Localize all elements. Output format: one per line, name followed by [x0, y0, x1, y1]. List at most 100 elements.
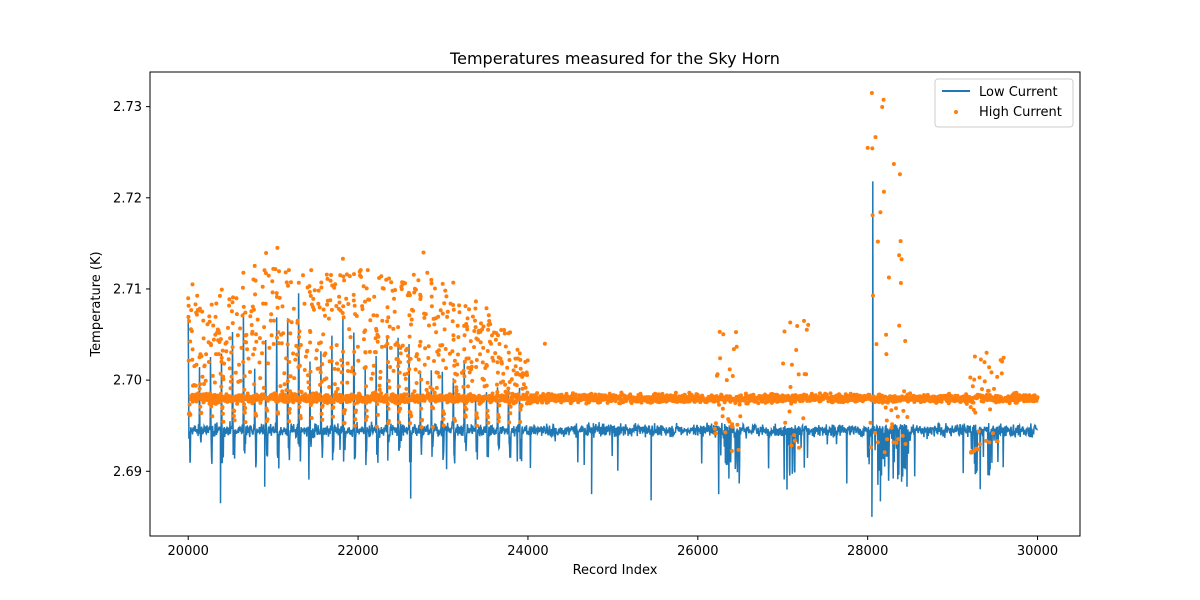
high-current-point	[444, 366, 448, 371]
legend-label-high-current: High Current	[979, 105, 1062, 120]
high-current-point	[406, 359, 411, 364]
high-current-point	[496, 333, 500, 338]
high-current-point	[242, 387, 247, 392]
high-current-point	[972, 354, 977, 359]
high-current-point	[502, 331, 507, 336]
high-current-point	[266, 361, 270, 366]
high-current-point	[518, 357, 523, 362]
high-current-point	[327, 385, 332, 389]
high-current-point	[254, 413, 259, 418]
high-current-point	[308, 293, 313, 298]
high-current-point	[977, 375, 982, 380]
high-current-point	[461, 384, 466, 389]
high-current-point	[298, 343, 303, 347]
high-current-point	[263, 301, 268, 306]
high-current-point	[319, 379, 324, 384]
high-current-point	[364, 384, 368, 389]
high-current-point	[723, 430, 728, 435]
high-current-point	[218, 391, 223, 396]
high-current-point	[232, 409, 237, 413]
high-current-point	[228, 386, 233, 391]
high-current-point	[713, 431, 718, 436]
high-current-point	[276, 330, 281, 335]
high-current-point	[673, 393, 678, 398]
high-current-point	[186, 358, 191, 363]
high-current-point	[252, 382, 257, 387]
high-current-point	[319, 285, 324, 290]
high-current-point	[870, 146, 875, 151]
high-current-point	[186, 303, 191, 308]
high-current-point	[321, 332, 326, 337]
high-current-point	[311, 296, 316, 301]
high-current-point	[450, 349, 455, 354]
high-current-point	[440, 343, 445, 348]
high-current-point	[287, 410, 292, 415]
high-current-point	[498, 356, 503, 361]
high-current-point	[333, 282, 338, 287]
high-current-point	[905, 415, 910, 419]
high-current-point	[387, 276, 391, 281]
high-current-point	[442, 301, 447, 306]
high-current-point	[461, 368, 466, 373]
high-current-point	[377, 387, 382, 392]
high-current-point	[873, 430, 878, 435]
high-current-point	[730, 374, 735, 378]
high-current-point	[484, 306, 489, 311]
high-current-point	[724, 378, 729, 383]
high-current-point	[720, 414, 725, 419]
high-current-point	[283, 270, 288, 275]
high-current-point	[332, 382, 337, 387]
high-current-point	[518, 420, 523, 424]
high-current-point	[307, 393, 312, 398]
high-current-point	[502, 328, 507, 332]
high-current-point	[261, 385, 266, 390]
high-current-point	[422, 315, 427, 320]
high-current-point	[379, 274, 384, 279]
high-current-point	[345, 380, 350, 385]
legend-swatch-high-current	[954, 110, 958, 114]
high-current-point	[461, 398, 466, 403]
high-current-point	[291, 351, 296, 356]
high-current-point	[412, 389, 417, 394]
series-high-current-points	[186, 91, 1040, 455]
high-current-point	[265, 408, 270, 413]
high-current-point	[258, 376, 263, 381]
high-current-point	[287, 419, 292, 424]
high-current-point	[467, 370, 472, 375]
high-current-point	[248, 370, 252, 374]
high-current-point	[396, 409, 401, 414]
high-current-point	[473, 306, 478, 311]
high-current-point	[368, 318, 373, 323]
high-current-point	[436, 352, 441, 357]
high-current-point	[513, 364, 518, 369]
high-current-point	[297, 329, 302, 334]
high-current-point	[354, 408, 358, 413]
high-current-point	[385, 335, 390, 339]
plot-area	[150, 72, 1080, 536]
high-current-point	[416, 357, 421, 362]
high-current-point	[419, 425, 424, 430]
high-current-point	[202, 382, 206, 386]
high-current-point	[331, 405, 336, 410]
plot-background	[150, 72, 1080, 536]
high-current-point	[271, 342, 276, 346]
high-current-point	[227, 366, 232, 371]
high-current-point	[329, 307, 334, 312]
high-current-point	[288, 331, 293, 336]
high-current-point	[470, 378, 475, 383]
high-current-point	[506, 386, 511, 391]
high-current-point	[908, 391, 913, 396]
high-current-point	[307, 290, 312, 294]
high-current-point	[318, 382, 322, 387]
high-current-point	[243, 406, 248, 410]
high-current-point	[542, 341, 547, 346]
high-current-point	[230, 321, 235, 326]
high-current-point	[464, 407, 469, 412]
high-current-point	[262, 325, 267, 330]
high-current-point	[715, 372, 720, 377]
high-current-point	[342, 411, 347, 416]
high-current-point	[485, 408, 490, 413]
high-current-point	[351, 292, 356, 297]
high-current-point	[989, 370, 994, 375]
high-current-point	[361, 337, 366, 342]
